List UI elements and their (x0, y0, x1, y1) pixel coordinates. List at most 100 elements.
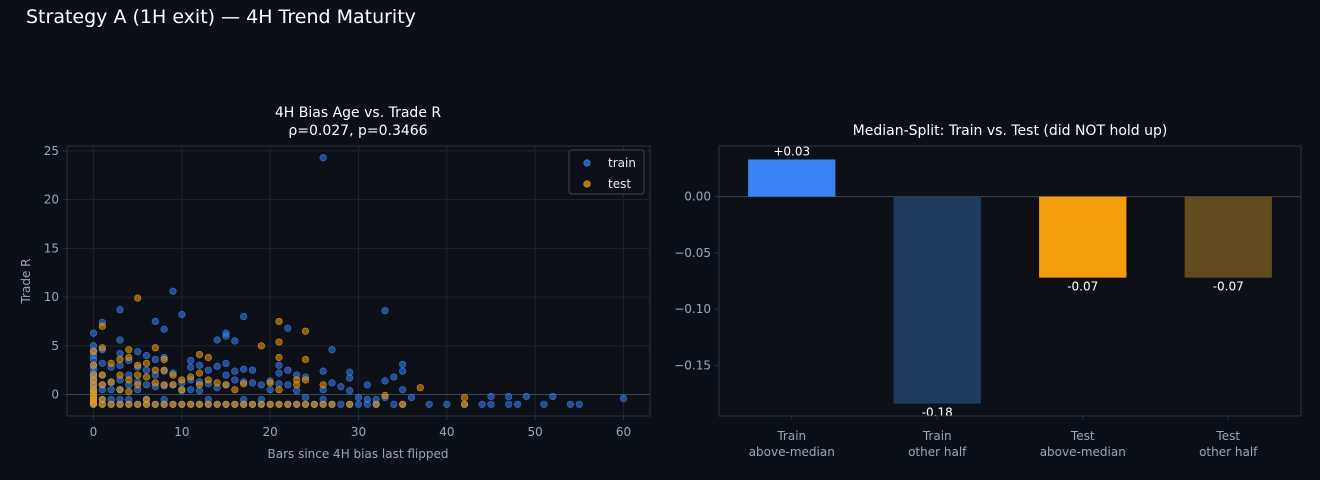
scatter-point-train (407, 393, 416, 402)
scatter-point-test (178, 400, 186, 408)
scatter-point-test (169, 381, 177, 389)
scatter-point-train (390, 400, 398, 408)
scatter-title: 4H Bias Age vs. Trade R (275, 105, 441, 121)
scatter-point-test (240, 380, 248, 388)
scatter-point-test (204, 400, 212, 408)
scatter-point-test (125, 388, 133, 396)
bar-category-label: Test (1215, 429, 1240, 443)
bar-category-label: above-median (749, 445, 835, 459)
scatter-point-test (125, 346, 133, 354)
scatter-point-train (284, 366, 292, 374)
scatter-point-train (337, 383, 345, 391)
scatter-point-test (416, 384, 424, 392)
scatter-point-test (169, 371, 177, 379)
scatter-point-train (354, 400, 363, 408)
scatter-point-train (169, 287, 177, 295)
scatter-point-train (116, 306, 124, 314)
bar-y-tick-label: −0.05 (674, 246, 711, 260)
scatter-point-test (89, 400, 98, 408)
scatter-point-test (187, 373, 195, 381)
scatter-point-train (240, 312, 248, 321)
scatter-point-train (354, 393, 363, 402)
bar-category-label: above-median (1040, 445, 1126, 459)
scatter-point-train (213, 336, 221, 344)
scatter-point-train (575, 400, 583, 408)
bar (893, 196, 981, 404)
scatter-point-train (142, 351, 151, 360)
scatter-point-test (240, 400, 248, 408)
scatter-x-tick-label: 0 (90, 425, 98, 439)
scatter-point-train (284, 381, 292, 389)
scatter-point-test (169, 400, 177, 408)
scatter-point-train (107, 386, 115, 394)
scatter-point-test (266, 379, 274, 387)
scatter-point-train (160, 325, 168, 333)
scatter-point-test (301, 327, 310, 335)
scatter-point-test (275, 353, 283, 362)
scatter-x-tick-label: 50 (528, 425, 543, 439)
scatter-point-test (89, 348, 98, 356)
scatter-point-train (178, 311, 186, 319)
scatter-subtitle: ρ=0.027, p=0.3466 (288, 123, 427, 139)
scatter-point-train (619, 394, 628, 403)
bar-category-label: Train (922, 429, 952, 443)
scatter-point-train (390, 373, 398, 381)
scatter-point-test (275, 386, 283, 394)
bar-y-tick-label: −0.15 (674, 358, 711, 372)
scatter-point-train (328, 346, 336, 354)
scatter-point-test (151, 379, 159, 387)
scatter-x-axis-label: Bars since 4H bias last flipped (267, 447, 448, 461)
scatter-point-test (134, 371, 142, 379)
scatter-point-train (231, 367, 239, 375)
scatter-y-tick-label: 20 (44, 193, 59, 207)
scatter-point-train (89, 329, 98, 337)
scatter-point-train (505, 392, 513, 401)
scatter-point-test (160, 381, 168, 389)
scatter-point-train (363, 400, 371, 408)
scatter-point-train (425, 400, 433, 408)
scatter-point-train (381, 377, 389, 385)
scatter-point-test (151, 344, 159, 352)
scatter-point-test (275, 317, 283, 326)
scatter-point-train (151, 317, 159, 326)
scatter-point-test (151, 366, 159, 374)
scatter-point-test (301, 400, 310, 408)
scatter-x-tick-label: 40 (439, 425, 454, 439)
scatter-point-train (266, 386, 274, 394)
scatter-point-test (125, 376, 133, 384)
scatter-point-train (328, 379, 336, 387)
scatter-point-test (107, 400, 115, 408)
scatter-point-test (222, 381, 230, 389)
scatter-point-test (89, 361, 98, 369)
scatter-point-train (98, 359, 106, 367)
bar-value-label: -0.07 (1213, 280, 1244, 294)
scatter-point-train (116, 336, 124, 344)
scatter-frame (66, 145, 651, 417)
bar-category-label: Train (776, 429, 806, 443)
scatter-point-test (346, 400, 354, 408)
scatter-point-test (284, 400, 292, 408)
scatter-y-axis-label: Trade R (19, 258, 33, 304)
scatter-x-tick-label: 10 (174, 425, 189, 439)
scatter-point-train (478, 400, 486, 408)
scatter-point-test (222, 400, 230, 408)
scatter-point-train (222, 359, 230, 367)
scatter-point-test (107, 378, 115, 386)
scatter-y-tick-label: 5 (51, 339, 59, 353)
scatter-point-test (231, 386, 239, 394)
scatter-point-test (107, 359, 115, 367)
scatter-point-test (248, 400, 257, 408)
scatter-point-test (310, 400, 318, 408)
scatter-point-train (231, 337, 239, 345)
scatter-point-train (399, 367, 407, 375)
scatter-point-train (248, 379, 257, 387)
scatter-point-train (187, 363, 195, 371)
scatter-point-train (487, 400, 495, 408)
bar-chart-title: Median-Split: Train vs. Test (did NOT ho… (853, 123, 1168, 139)
scatter-x-tick-label: 20 (263, 425, 278, 439)
scatter-point-test (460, 393, 469, 402)
scatter-y-tick-label: 0 (51, 388, 59, 402)
scatter-point-test (204, 353, 212, 362)
scatter-point-test (187, 400, 195, 408)
scatter-x-tick-label: 30 (351, 425, 366, 439)
